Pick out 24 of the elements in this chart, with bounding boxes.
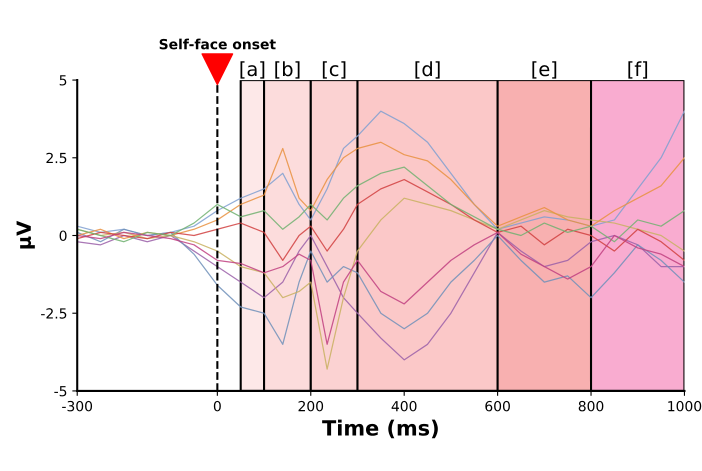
band-label: [d] (415, 61, 440, 79)
x-tick-label: 1000 (668, 400, 702, 412)
x-tick-label: 200 (298, 400, 324, 412)
x-tick-label: 600 (485, 400, 510, 412)
line-series (77, 178, 684, 261)
band-label: [c] (322, 61, 346, 79)
band-label: [a] (240, 61, 264, 79)
y-tick-label: 0 (60, 230, 67, 241)
y-axis-title: μV (16, 220, 35, 249)
y-tick-label: -2.5 (41, 308, 66, 319)
y-tick-label: 5 (60, 75, 66, 86)
band-label: [e] (532, 61, 556, 79)
x-tick-label: 400 (392, 400, 417, 412)
line-series (77, 166, 684, 242)
band-label: [f] (628, 61, 648, 79)
line-series (77, 142, 684, 240)
x-tick-label: 800 (578, 400, 604, 412)
x-axis-title: Time (ms) (322, 420, 438, 438)
band-label: [b] (275, 61, 300, 79)
y-tick-label: -5 (54, 386, 66, 396)
ref-line-label: Self-face onset (160, 38, 276, 50)
x-tick-label: 0 (214, 400, 221, 412)
y-tick-label: 2.5 (46, 152, 66, 164)
x-tick-label: -300 (62, 400, 92, 412)
